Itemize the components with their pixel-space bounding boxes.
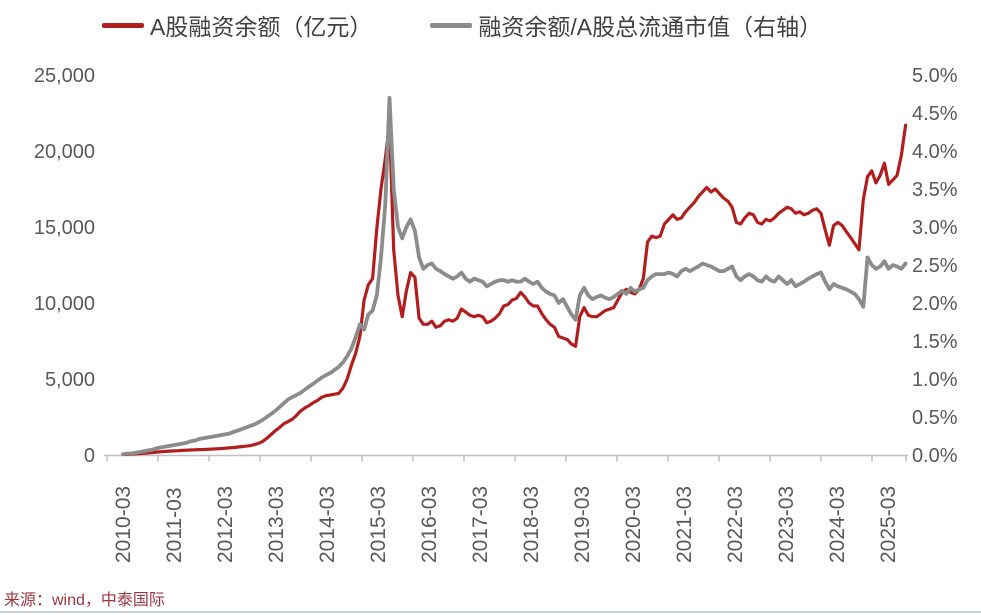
right-axis-tick-label: 0.0% bbox=[912, 445, 958, 467]
legend-item-margin-balance: A股融资余额（亿元） bbox=[102, 8, 372, 42]
legend-item-ratio: 融资余额/A股总流通市值（右轴） bbox=[430, 8, 822, 42]
left-axis-tick-label: 10,000 bbox=[34, 293, 95, 315]
x-axis-tick-label: 2010-03 bbox=[112, 486, 135, 563]
x-axis-tick-label: 2013-03 bbox=[265, 486, 288, 563]
x-axis-tick-label: 2017-03 bbox=[469, 486, 492, 563]
left-axis-tick-label: 0 bbox=[84, 445, 95, 467]
red-line-swatch bbox=[102, 22, 144, 28]
x-axis-tick-label: 2025-03 bbox=[877, 486, 900, 563]
left-axis-tick-label: 25,000 bbox=[34, 65, 95, 87]
gray-series-line bbox=[121, 95, 908, 457]
right-axis-tick-label: 3.0% bbox=[912, 217, 958, 239]
x-axis-tick-label: 2022-03 bbox=[724, 486, 747, 563]
right-axis-tick-label: 4.0% bbox=[912, 141, 958, 163]
right-axis-tick-label: 3.5% bbox=[912, 179, 958, 201]
x-axis-tick-label: 2012-03 bbox=[214, 486, 237, 563]
right-axis-tick-label: 1.5% bbox=[912, 331, 958, 353]
right-axis-tick-label: 2.0% bbox=[912, 293, 958, 315]
x-axis-tick-label: 2014-03 bbox=[316, 486, 339, 563]
red-series-line bbox=[121, 121, 908, 457]
x-axis-tick-label: 2016-03 bbox=[418, 486, 441, 563]
x-axis-tick-label: 2011-03 bbox=[163, 487, 186, 563]
right-axis-tick-label: 4.5% bbox=[912, 103, 958, 125]
left-axis-tick-label: 5,000 bbox=[45, 369, 95, 391]
x-axis-tick-label: 2024-03 bbox=[826, 486, 849, 563]
legend-label-ratio: 融资余额/A股总流通市值（右轴） bbox=[478, 14, 823, 40]
legend-label-margin-balance: A股融资余额（亿元） bbox=[150, 14, 373, 40]
bottom-divider bbox=[0, 611, 981, 613]
source-note: 来源：wind，中泰国际 bbox=[4, 592, 165, 609]
left-axis-tick-label: 15,000 bbox=[34, 217, 95, 239]
left-axis-tick-label: 20,000 bbox=[34, 141, 95, 163]
x-axis-tick-label: 2023-03 bbox=[775, 486, 798, 563]
x-axis-tick-label: 2020-03 bbox=[622, 486, 645, 563]
right-axis-tick-label: 5.0% bbox=[912, 65, 958, 87]
right-axis-tick-label: 1.0% bbox=[912, 369, 958, 391]
right-axis-tick-label: 2.5% bbox=[912, 255, 958, 277]
legend: A股融资余额（亿元） 融资余额/A股总流通市值（右轴） bbox=[102, 8, 822, 42]
x-axis-tick-label: 2019-03 bbox=[571, 486, 594, 563]
right-axis-tick-label: 0.5% bbox=[912, 407, 958, 429]
x-axis-tick-label: 2015-03 bbox=[367, 486, 390, 563]
gray-line-swatch bbox=[430, 22, 473, 28]
x-axis-tick-label: 2021-03 bbox=[673, 486, 696, 563]
x-axis-tick-label: 2018-03 bbox=[520, 486, 543, 563]
line-chart: 0 5,000 10,000 15,000 20,000 25,000 0.0% 0.5% 1.… bbox=[34, 65, 958, 563]
